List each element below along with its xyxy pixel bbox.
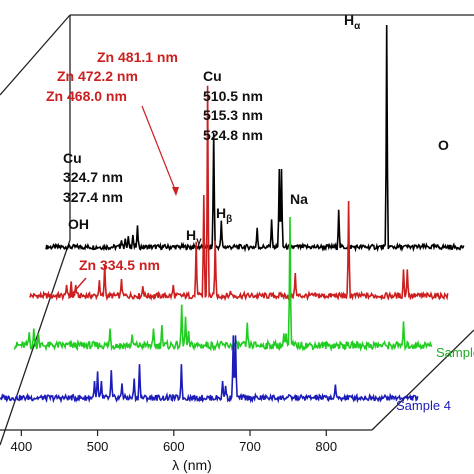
depth-bottom-right-edge xyxy=(371,329,474,431)
annotation-cu-510: 510.5 nm xyxy=(203,88,263,104)
spectrum-line-2 xyxy=(29,85,449,302)
annotation-cu-524: 524.8 nm xyxy=(203,127,263,143)
spectrum-line-4 xyxy=(0,335,419,404)
annotation-cu2-title: Cu xyxy=(63,150,82,166)
arrow-zn-334-head xyxy=(68,290,76,299)
annotation-h-alpha: Hα xyxy=(344,12,361,32)
x-tick-label-700: 700 xyxy=(239,439,261,454)
x-tick-label-400: 400 xyxy=(10,439,32,454)
arrow-zn-481-head xyxy=(172,187,179,196)
annotation-cu-title: Cu xyxy=(203,68,222,84)
annotation-h-gamma: Hγ xyxy=(186,227,202,247)
annotation-cu-327: 327.4 nm xyxy=(63,189,123,205)
annotation-zn-334: Zn 334.5 nm xyxy=(79,257,160,273)
axes-frame xyxy=(0,14,474,446)
annotation-h-beta-sub: β xyxy=(226,214,232,225)
annotation-zn-468: Zn 468.0 nm xyxy=(46,88,127,104)
annotation-h-beta-base: H xyxy=(216,205,226,221)
annotation-h-beta: Hβ xyxy=(216,205,232,225)
series-layer xyxy=(0,24,465,404)
annotation-h-alpha-base: H xyxy=(344,12,354,28)
arrow-zn-481 xyxy=(141,105,177,193)
depth-top-edge xyxy=(0,14,71,96)
series-label-blue: Sample 4 xyxy=(396,398,451,413)
annotation-na: Na xyxy=(290,191,308,207)
x-axis-label: λ (nm) xyxy=(172,457,212,473)
spectrum-line-3 xyxy=(13,216,433,352)
annotation-h-alpha-sub: α xyxy=(354,21,361,32)
annotation-cu-515: 515.3 nm xyxy=(203,107,263,123)
x-tick-label-600: 600 xyxy=(163,439,185,454)
spectrum-line-1 xyxy=(45,24,465,253)
annotation-h-gamma-sub: γ xyxy=(196,236,202,247)
annotation-o: O xyxy=(438,137,449,153)
x-ticks: 400 500 600 700 800 xyxy=(10,430,337,454)
x-tick-label-500: 500 xyxy=(87,439,109,454)
annotation-zn-481: Zn 481.1 nm xyxy=(97,49,178,65)
annotations: Zn 481.1 nm Zn 472.2 nm Zn 468.0 nm Zn 3… xyxy=(46,12,449,299)
arrow-zn-334 xyxy=(71,277,87,295)
series-label-green: Sample xyxy=(436,345,474,360)
annotation-h-gamma-base: H xyxy=(186,227,196,243)
annotation-zn-472: Zn 472.2 nm xyxy=(57,68,138,84)
annotation-oh: OH xyxy=(68,216,89,232)
annotation-cu-324: 324.7 nm xyxy=(63,169,123,185)
x-tick-label-800: 800 xyxy=(315,439,337,454)
